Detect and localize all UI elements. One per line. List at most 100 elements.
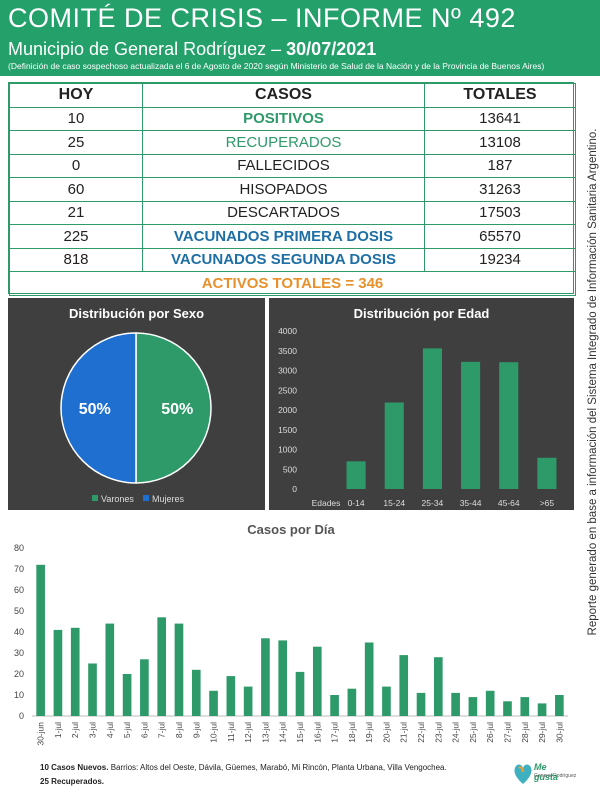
x-tick-label: 29-jul <box>537 722 547 743</box>
y-tick-label: 500 <box>283 464 297 474</box>
x-axis-label: Edades <box>312 498 341 508</box>
bar-24-jul <box>451 692 460 716</box>
bar-8-jul <box>174 623 184 716</box>
x-tick-label: 45-64 <box>498 498 520 508</box>
hoy-cell: 60 <box>9 177 143 202</box>
bar-27-jul <box>503 701 512 716</box>
source-note: Reporte generado en base a información d… <box>586 82 600 682</box>
x-tick-label: 6-jul <box>139 722 149 738</box>
y-tick-label: 0 <box>19 711 24 721</box>
heart-icon <box>514 764 532 784</box>
table-row: 10 POSITIVOS 13641 <box>9 106 576 131</box>
barrios-text: Barrios: Altos del Oeste, Dávila, Güemes… <box>108 763 447 772</box>
footer-notes: 10 Casos Nuevos. Barrios: Altos del Oest… <box>40 761 447 789</box>
bar-30-jul <box>555 695 564 716</box>
bar-19-jul <box>364 642 374 716</box>
legend-swatch-varones <box>92 495 98 501</box>
y-tick-label: 20 <box>14 669 24 679</box>
totales-cell: 13641 <box>424 106 576 131</box>
casos-cell: POSITIVOS <box>142 106 425 131</box>
table-row: 60 HISOPADOS 31263 <box>9 177 576 202</box>
y-tick-label: 2000 <box>278 405 297 415</box>
bar-11-jul <box>226 676 236 716</box>
y-tick-label: 10 <box>14 690 24 700</box>
hoy-cell: 225 <box>9 224 143 249</box>
bar-28-jul <box>520 697 530 716</box>
totales-cell: 31263 <box>424 177 576 202</box>
activos-totales: ACTIVOS TOTALES = 346 <box>9 271 576 296</box>
x-tick-label: 30-jul <box>554 722 564 743</box>
header-banner: COMITÉ DE CRISIS – INFORME Nº 492 Munici… <box>0 0 600 76</box>
pie-data-label: 50% <box>161 401 193 418</box>
x-tick-label: 13-jul <box>260 722 270 743</box>
bar-29-jul <box>537 703 547 716</box>
header-hoy: HOY <box>9 83 143 108</box>
x-tick-label: 1-jul <box>53 722 63 738</box>
bar-25-34 <box>422 348 442 489</box>
x-tick-label: 22-jul <box>416 722 426 743</box>
x-tick-label: 28-jul <box>520 722 530 743</box>
sexo-pie-chart: 50% 50% Varones Mujeres <box>60 332 212 504</box>
bar-17-jul <box>330 695 339 716</box>
hoy-cell: 10 <box>9 106 143 131</box>
casos-cell: HISOPADOS <box>142 177 425 202</box>
bar-35-44 <box>461 361 481 489</box>
summary-table: HOY CASOS TOTALES 10 POSITIVOS 13641 25 … <box>8 82 576 296</box>
x-tick-label: 7-jul <box>157 722 167 738</box>
x-tick-label: 11-jul <box>226 722 236 742</box>
x-tick-label: 25-jul <box>468 722 478 743</box>
x-tick-label: 12-jul <box>243 722 253 743</box>
table-row: 818 VACUNADOS SEGUNDA DOSIS 19234 <box>9 247 576 272</box>
x-tick-label: 15-jul <box>295 722 305 743</box>
bar->65 <box>537 457 557 489</box>
pie-slice-mujeres <box>60 332 137 484</box>
totales-cell: 19234 <box>424 247 576 272</box>
table-row: 25 RECUPERADOS 13108 <box>9 130 576 155</box>
report-title: COMITÉ DE CRISIS – INFORME Nº 492 <box>8 3 516 33</box>
casos-nuevos-label: 10 Casos Nuevos. <box>40 763 109 772</box>
hoy-cell: 0 <box>9 153 143 178</box>
edad-bar-chart: 0 500 1000 1500 2000 2500 3000 3500 4000 Edades 0-… <box>278 326 557 508</box>
table-row: 21 DESCARTADOS 17503 <box>9 200 576 225</box>
report-subtitle: Municipio de General Rodríguez – 30/07/2… <box>8 39 376 60</box>
bar-18-jul <box>347 688 357 716</box>
me-gusta-logo: Me gusta General Rodríguez <box>512 758 576 790</box>
y-tick-label: 40 <box>14 627 24 637</box>
x-tick-label: 0-14 <box>348 498 365 508</box>
bar-23-jul <box>434 657 443 716</box>
bar-2-jul <box>70 627 80 716</box>
bar-5-jul <box>122 674 132 716</box>
header-totales: TOTALES <box>424 83 576 108</box>
y-tick-label: 0 <box>292 484 297 494</box>
y-tick-label: 1000 <box>278 445 297 455</box>
legend-swatch-mujeres <box>143 495 149 501</box>
bar-20-jul <box>382 686 391 716</box>
x-tick-label: >65 <box>540 498 555 508</box>
sexo-chart-title: Distribución por Sexo <box>68 306 205 321</box>
table-row: 225 VACUNADOS PRIMERA DOSIS 65570 <box>9 224 576 249</box>
x-tick-label: 30-jun <box>36 722 46 746</box>
bar-16-jul <box>312 646 322 716</box>
x-tick-label: 24-jul <box>451 722 461 743</box>
casos-dia-panel: Casos por Día 0 10 20 30 40 50 60 70 80 30-jun 1-j… <box>8 518 574 768</box>
bar-22-jul <box>416 692 426 716</box>
bar-30-jun <box>36 564 45 716</box>
bar-6-jul <box>140 659 149 716</box>
x-tick-label: 27-jul <box>502 722 512 743</box>
x-tick-label: 17-jul <box>330 722 340 743</box>
totales-cell: 187 <box>424 153 576 178</box>
legend-label-varones: Varones <box>101 494 134 504</box>
footer-line-2: 25 Recuperados. <box>40 777 105 786</box>
x-tick-label: 3-jul <box>88 722 98 738</box>
x-tick-label: 14-jul <box>278 722 288 743</box>
x-tick-label: 4-jul <box>105 722 115 738</box>
x-tick-label: 23-jul <box>433 722 443 743</box>
bar-21-jul <box>399 655 409 716</box>
x-tick-label: 20-jul <box>381 722 391 743</box>
y-tick-label: 2500 <box>278 385 297 395</box>
subtitle-municipio: Municipio de General Rodríguez – <box>8 39 287 59</box>
casos-cell: VACUNADOS SEGUNDA DOSIS <box>142 247 425 272</box>
y-tick-label: 1500 <box>278 425 297 435</box>
x-tick-label: 25-34 <box>422 498 444 508</box>
y-tick-label: 4000 <box>278 326 297 336</box>
